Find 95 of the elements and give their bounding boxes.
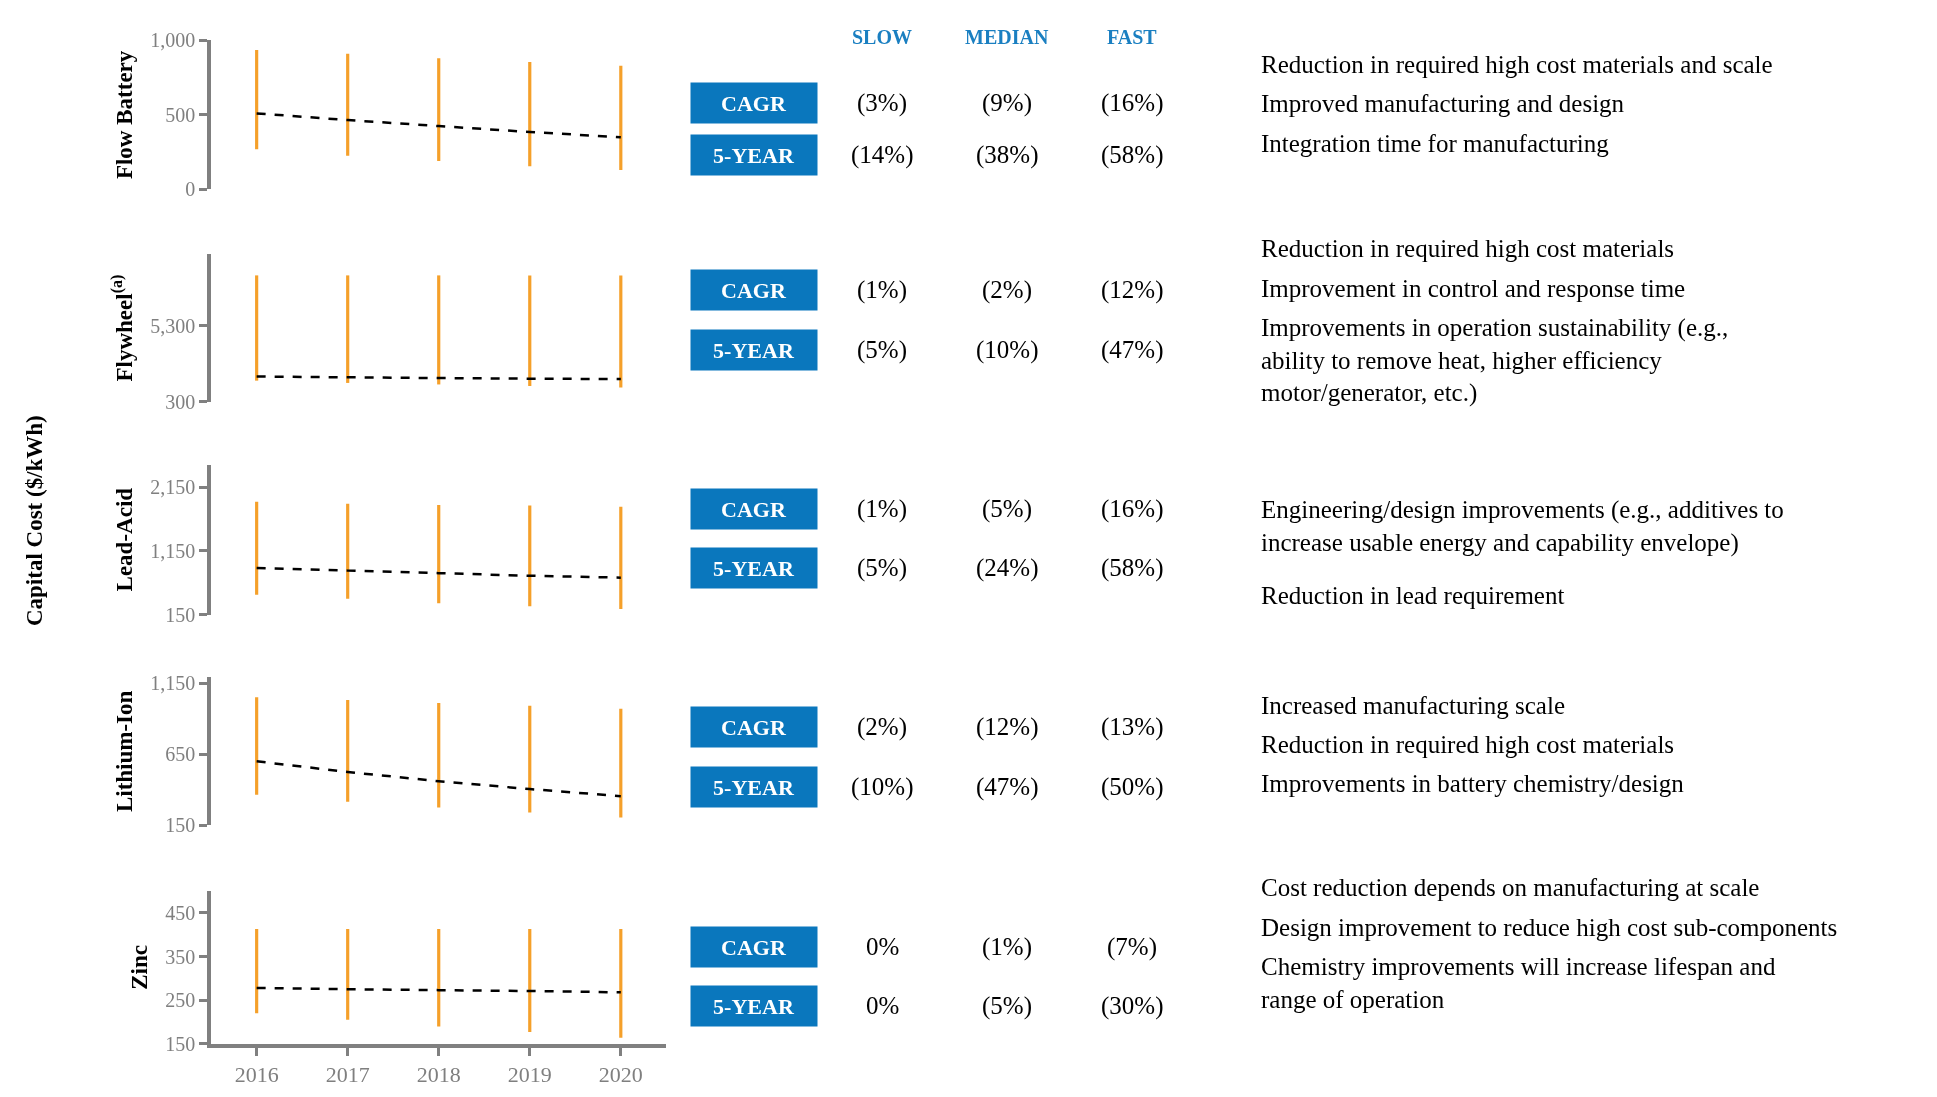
y-tick-label: 300: [165, 391, 196, 413]
category-label: CAGR: [721, 496, 786, 522]
line-series: [255, 112, 623, 139]
text: Reduction in required high cost materials: [1261, 731, 1675, 758]
text: Improvement in control and response time: [1261, 275, 1686, 302]
y-tick-label: 5,300: [150, 314, 196, 337]
y-tick-label: 500: [165, 103, 196, 126]
text: Reduction in required high cost materials and scale: [1261, 51, 1773, 78]
text: (47%): [976, 773, 1039, 800]
y-axis-title: Lithium-Ion: [112, 690, 138, 813]
text: Increased manufacturing scale: [1261, 692, 1566, 719]
category-label: 5-YEAR: [713, 555, 794, 581]
text: (5%): [982, 495, 1032, 522]
text: (5%): [857, 336, 907, 363]
text: Design improvement to reduce high cost sub-components: [1261, 914, 1838, 941]
text: Cost reduction depends on manufacturing at scale: [1261, 874, 1760, 901]
text: (9%): [982, 89, 1032, 116]
text: (2%): [982, 276, 1032, 303]
category-label: CAGR: [721, 714, 786, 740]
text: (14%): [851, 141, 914, 168]
text: Improvements in operation sustainability (e.g., ability to remove heat, higher efficiency motor/generator, etc.): [1261, 314, 1729, 407]
y-tick-label: 2,150: [150, 476, 196, 499]
text: (3%): [857, 89, 907, 116]
x-tick-label: 2019: [507, 1062, 552, 1088]
x-tick-label: 2018: [416, 1062, 461, 1088]
text: Reduction in required high cost materials: [1261, 235, 1675, 262]
text: Integration time for manufacturing: [1261, 130, 1610, 157]
y-tick-label: 1,150: [150, 672, 196, 695]
category-label: SLOW: [852, 26, 913, 48]
text: (1%): [857, 276, 907, 303]
text: (2%): [857, 713, 907, 740]
text: Engineering/design improvements (e.g., additives to increase usable energy and capability envelope): [1261, 496, 1784, 557]
text: (12%): [1101, 276, 1164, 303]
text: (58%): [1101, 554, 1164, 581]
text: Capital Cost ($/kWh): [21, 415, 47, 627]
x-tick-label: 2020: [598, 1062, 643, 1088]
bar: [255, 50, 259, 150]
y-tick-label: 150: [165, 603, 196, 626]
y-tick-label: 1,150: [150, 539, 196, 562]
bar: [619, 708, 623, 818]
y-tick-label: 650: [165, 743, 196, 766]
text: (10%): [976, 336, 1039, 363]
y-tick-label: 150: [165, 1032, 196, 1055]
bar: [619, 65, 623, 170]
bar: [346, 53, 350, 156]
text: (7%): [1107, 933, 1157, 960]
text: (1%): [982, 933, 1032, 960]
text: (16%): [1101, 89, 1164, 116]
y-tick-label: 450: [165, 901, 196, 924]
text: (47%): [1101, 336, 1164, 363]
text: (12%): [976, 713, 1039, 740]
category-label: 5-YEAR: [713, 993, 794, 1019]
text: 0%: [866, 992, 900, 1019]
bar: [346, 700, 350, 802]
category-label: FAST: [1107, 26, 1158, 48]
text: (30%): [1101, 992, 1164, 1019]
text: (16%): [1101, 495, 1164, 522]
text: (5%): [857, 554, 907, 581]
y-tick-label: 150: [165, 814, 196, 837]
bar: [255, 697, 259, 795]
text: (50%): [1101, 773, 1164, 800]
category-label: CAGR: [721, 90, 786, 116]
x-tick-label: 2016: [234, 1062, 279, 1088]
x-tick-label: 2017: [325, 1062, 370, 1088]
text: Improved manufacturing and design: [1261, 90, 1625, 117]
text: 0%: [866, 933, 900, 960]
text: (24%): [976, 554, 1039, 581]
bar: [528, 62, 532, 167]
category-label: 5-YEAR: [713, 337, 794, 363]
y-axis-title: Zinc: [127, 945, 153, 990]
category-label: 5-YEAR: [713, 774, 794, 800]
y-tick-label: 0: [185, 178, 196, 201]
y-tick-label: 250: [165, 989, 196, 1012]
y-axis-title: Flow Battery: [112, 50, 138, 180]
text: (13%): [1101, 713, 1164, 740]
text: Chemistry improvements will increase lifespan and range of operation: [1261, 953, 1776, 1013]
bar: [528, 705, 532, 813]
line-series: [255, 566, 623, 579]
category-label: CAGR: [721, 277, 786, 303]
text: (10%): [851, 773, 914, 800]
text: (1%): [857, 495, 907, 522]
y-tick-label: 1,000: [150, 29, 196, 52]
category-label: MEDIAN: [965, 26, 1049, 48]
y-tick-label: 350: [165, 945, 196, 968]
y-axis-title: Lead-Acid: [112, 487, 138, 592]
category-label: CAGR: [721, 934, 786, 960]
text: (38%): [976, 141, 1039, 168]
line-series: [255, 760, 623, 798]
text: (5%): [982, 992, 1032, 1019]
text: Improvements in battery chemistry/design: [1261, 770, 1685, 797]
bar: [437, 58, 441, 162]
text: (58%): [1101, 141, 1164, 168]
category-label: 5-YEAR: [713, 142, 794, 168]
text: Reduction in lead requirement: [1261, 582, 1565, 609]
bar: [437, 702, 441, 808]
